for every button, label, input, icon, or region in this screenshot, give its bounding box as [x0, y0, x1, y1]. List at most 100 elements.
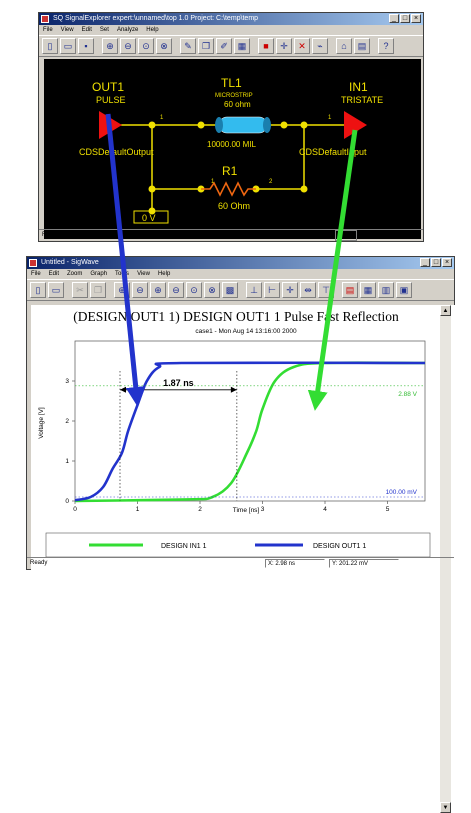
zoom-region-icon[interactable]: ▩: [222, 282, 238, 298]
zoom-area-icon[interactable]: ⊗: [156, 38, 172, 54]
minimize-button[interactable]: _: [420, 258, 430, 267]
marker-icon[interactable]: ⊢: [264, 282, 280, 298]
help-icon[interactable]: ?: [378, 38, 394, 54]
transmission-line-icon[interactable]: [215, 116, 271, 134]
zoom-out-icon[interactable]: ⊖: [120, 38, 136, 54]
menu-analyze[interactable]: Analyze: [116, 27, 139, 33]
in-type-label: TRISTATE: [341, 95, 383, 105]
menu-file[interactable]: File: [43, 27, 53, 33]
delta-label: 1.87 ns: [163, 378, 194, 388]
out-name-label: OUT1: [92, 80, 124, 94]
in-model-label: CDSDefaultInput: [299, 147, 367, 157]
status-ready: Ready: [42, 232, 60, 238]
menu-edit[interactable]: Edit: [48, 271, 60, 277]
close-button[interactable]: ×: [442, 258, 452, 267]
maximize-button[interactable]: □: [431, 258, 441, 267]
pin-label: 1: [211, 179, 215, 185]
menu-edit[interactable]: Edit: [81, 27, 92, 33]
close-button[interactable]: ×: [411, 14, 421, 23]
menu-help[interactable]: Help: [146, 27, 159, 33]
zoom-fit-icon[interactable]: ⊙: [186, 282, 202, 298]
menu-file[interactable]: File: [31, 271, 41, 277]
output-port-icon[interactable]: [99, 111, 122, 139]
status-x-readout: X: 2.98 ns: [265, 559, 325, 568]
x-tick-label: 3: [261, 506, 265, 513]
zoom-fit-icon[interactable]: ⊙: [138, 38, 154, 54]
plot-frame: [74, 340, 426, 502]
status-y-readout: Y: 201.22 mV: [329, 559, 399, 568]
delta-arrowhead-left: [120, 386, 126, 393]
waveform-title-bar[interactable]: Untitled - SigWave _ □ ×: [27, 257, 454, 269]
pencil-icon[interactable]: ✐: [216, 38, 232, 54]
y-axis-label: Voltage [V]: [38, 407, 45, 439]
zoom-y-icon[interactable]: ⊖: [168, 282, 184, 298]
maximize-button[interactable]: □: [400, 14, 410, 23]
x-axis-label: Time [ns]: [233, 507, 260, 514]
connect-icon[interactable]: ✛: [276, 38, 292, 54]
in-name-label: IN1: [349, 80, 368, 94]
schematic-drawing: OUT1 PULSE CDSDefaultOutput TL1 MICROSTR…: [79, 76, 383, 224]
open-folder-icon[interactable]: ▭: [48, 282, 64, 298]
export-icon[interactable]: ▣: [396, 282, 412, 298]
pin-label: 1: [328, 115, 332, 121]
add-part-icon[interactable]: ■: [258, 38, 274, 54]
zoom-x-icon[interactable]: ⊕: [150, 282, 166, 298]
open-folder-icon[interactable]: ▭: [60, 38, 76, 54]
chart-axes: 0 1 2 3 4 5 0 1 2 3: [65, 340, 426, 513]
schematic-window: SQ SignalExplorer expert:\unnamed\top 1.…: [38, 12, 424, 242]
table-icon[interactable]: ▦: [360, 282, 376, 298]
menu-graph[interactable]: Graph: [90, 271, 108, 277]
waveform-window: Untitled - SigWave _ □ × File Edit Zoom …: [26, 256, 468, 813]
cut-icon[interactable]: ✂: [72, 282, 88, 298]
chart-series: [74, 361, 426, 503]
resistor-icon[interactable]: [201, 181, 256, 197]
schematic-toolbar: ▯ ▭ ▪ ⊕ ⊖ ⊙ ⊗ ✎ ❐ ✐ ▦ ■ ✛ ✕ ⌁ ⌂ ▤ ?: [39, 35, 423, 57]
waveform-icon[interactable]: ▤: [354, 38, 370, 54]
new-file-icon[interactable]: ▯: [30, 282, 46, 298]
schematic-canvas[interactable]: OUT1 PULSE CDSDefaultOutput TL1 MICROSTR…: [44, 59, 421, 239]
out-type-label: PULSE: [96, 95, 126, 105]
save-icon[interactable]: ▪: [78, 38, 94, 54]
delete-icon[interactable]: ✕: [294, 38, 310, 54]
menu-view[interactable]: View: [137, 271, 150, 277]
scroll-up-icon[interactable]: ▲: [440, 305, 451, 316]
r-name-label: R1: [222, 164, 238, 178]
menu-set[interactable]: Set: [99, 27, 109, 33]
chart-icon[interactable]: ▤: [342, 282, 358, 298]
edit-component-icon[interactable]: ✎: [180, 38, 196, 54]
copy-icon[interactable]: ❐: [198, 38, 214, 54]
new-file-icon[interactable]: ▯: [42, 38, 58, 54]
grid-icon[interactable]: ▦: [234, 38, 250, 54]
zoom-prev-icon[interactable]: ⊗: [204, 282, 220, 298]
menu-help[interactable]: Help: [157, 271, 171, 277]
waveform-chart: (DESIGN OUT1 1) DESIGN OUT1 1 Pulse Fast…: [38, 309, 431, 558]
pin-label: 2: [269, 179, 273, 185]
menu-zoom[interactable]: Zoom: [67, 271, 83, 277]
cross-icon[interactable]: ✛: [282, 282, 298, 298]
simulate-icon[interactable]: ⌂: [336, 38, 352, 54]
input-port-icon[interactable]: [344, 111, 367, 139]
x-tick-label: 5: [386, 506, 390, 513]
waveform-menubar: File Edit Zoom Graph Tools View Help: [27, 269, 454, 279]
scroll-down-icon[interactable]: ▼: [440, 802, 451, 813]
ground-label: 0 V: [142, 213, 156, 223]
menu-view[interactable]: View: [60, 27, 74, 33]
zoom-out-icon[interactable]: ⊖: [132, 282, 148, 298]
schematic-title-bar[interactable]: SQ SignalExplorer expert:\unnamed\top 1.…: [39, 13, 423, 25]
delta-icon[interactable]: ⇹: [300, 282, 316, 298]
cursor-icon[interactable]: ⊥: [246, 282, 262, 298]
zoom-in-icon[interactable]: ⊕: [102, 38, 118, 54]
copy-icon[interactable]: ❐: [90, 282, 106, 298]
schematic-statusbar: Ready Stop: [39, 229, 423, 241]
menu-tools[interactable]: Tools: [115, 271, 130, 277]
minimize-button[interactable]: _: [389, 14, 399, 23]
x-tick-label: 4: [323, 506, 327, 513]
waveform-toolbar: ▯ ▭ ✂ ❐ ⊕ ⊖ ⊕ ⊖ ⊙ ⊗ ▩ ⊥ ⊢ ✛ ⇹ ⊤ ▤ ▦ ▥ ▣: [27, 279, 454, 301]
layout-icon[interactable]: ▥: [378, 282, 394, 298]
y-tick-label: 1: [65, 458, 69, 465]
probe-icon[interactable]: ⌁: [312, 38, 328, 54]
zoom-in-icon[interactable]: ⊕: [114, 282, 130, 298]
legend: DESIGN IN1 1 DESIGN OUT1 1: [45, 532, 431, 558]
out-model-label: CDSDefaultOutput: [79, 147, 154, 157]
measure-icon[interactable]: ⊤: [318, 282, 334, 298]
